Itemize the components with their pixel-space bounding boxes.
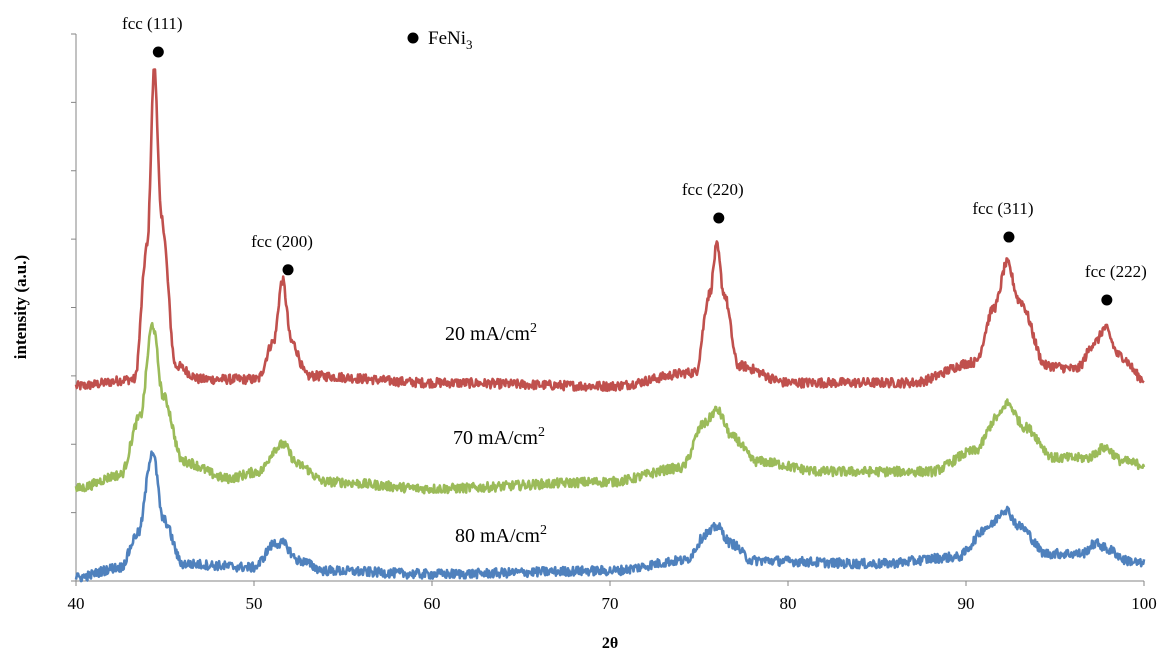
series-label: 20 mA/cm2 (445, 321, 537, 345)
peak-label: fcc (222) (1085, 262, 1147, 281)
peak-marker-icon (713, 212, 725, 224)
peak-marker-icon (152, 46, 164, 58)
x-tick-label: 90 (958, 594, 975, 613)
series-label: 70 mA/cm2 (453, 425, 545, 449)
y-axis-title: intensity (a.u.) (11, 255, 30, 359)
peak-label: fcc (311) (972, 199, 1033, 218)
legend: FeNi3 (407, 28, 473, 52)
series-line (74, 321, 1146, 495)
x-tick-label: 80 (780, 594, 797, 613)
x-tick-label: 70 (602, 594, 619, 613)
legend-label: FeNi3 (428, 28, 473, 52)
peak-label: fcc (111) (122, 14, 183, 33)
annotations: fcc (111) fcc (200) fcc (220) fcc (311) fcc … (122, 14, 1147, 306)
legend-marker-icon (407, 32, 419, 44)
x-tick-label: 50 (246, 594, 263, 613)
x-tick-label: 40 (68, 594, 85, 613)
series-line (74, 450, 1146, 583)
x-tick-label: 60 (424, 594, 441, 613)
peak-marker-icon (282, 264, 294, 276)
x-axis-title: 2θ (602, 635, 618, 652)
peak-marker-icon (1101, 294, 1113, 306)
x-tick-label: 100 (1131, 594, 1157, 613)
series-line (74, 68, 1145, 393)
peak-label: fcc (200) (251, 232, 313, 251)
peak-marker-icon (1003, 231, 1015, 243)
series-label: 80 mA/cm2 (455, 523, 547, 547)
peak-label: fcc (220) (682, 180, 744, 199)
series-layer: 20 mA/cm2 70 mA/cm2 80 mA/cm2 (74, 68, 1146, 583)
axes: 40 50 60 70 80 90 100 (68, 33, 1157, 613)
